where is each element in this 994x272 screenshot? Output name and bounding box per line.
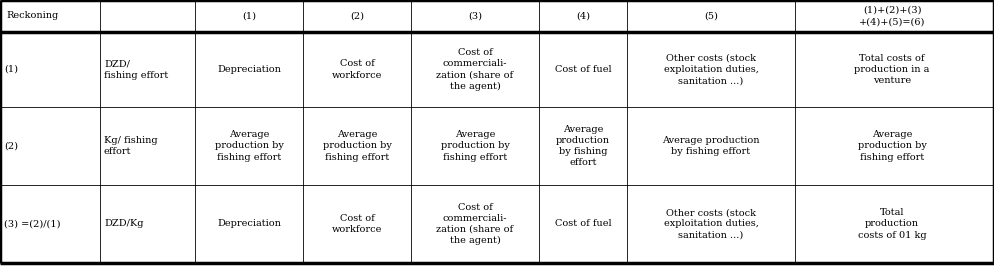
Text: (2): (2): [4, 141, 18, 150]
Text: Cost of fuel: Cost of fuel: [555, 220, 611, 228]
Text: Average production
by fishing effort: Average production by fishing effort: [662, 136, 759, 156]
Text: (1): (1): [4, 65, 18, 74]
Text: Average
production by
fishing effort: Average production by fishing effort: [440, 130, 510, 162]
Text: Average
production
by fishing
effort: Average production by fishing effort: [556, 125, 610, 167]
Text: Other costs (stock
exploitation duties,
sanitation ...): Other costs (stock exploitation duties, …: [664, 54, 758, 85]
Text: (3): (3): [468, 11, 482, 20]
Text: DZD/
fishing effort: DZD/ fishing effort: [104, 60, 168, 79]
Text: DZD/Kg: DZD/Kg: [104, 220, 143, 228]
Text: Average
production by
fishing effort: Average production by fishing effort: [323, 130, 392, 162]
Text: Cost of
workforce: Cost of workforce: [332, 214, 382, 234]
Text: Cost of
workforce: Cost of workforce: [332, 60, 382, 79]
Text: (4): (4): [576, 11, 590, 20]
Text: Cost of fuel: Cost of fuel: [555, 65, 611, 74]
Text: Kg/ fishing
effort: Kg/ fishing effort: [104, 136, 158, 156]
Text: (2): (2): [350, 11, 364, 20]
Text: Average
production by
fishing effort: Average production by fishing effort: [215, 130, 283, 162]
Text: Total
production
costs of 01 kg: Total production costs of 01 kg: [858, 208, 926, 240]
Text: Depreciation: Depreciation: [217, 220, 281, 228]
Text: Cost of
commerciali-
zation (share of
the agent): Cost of commerciali- zation (share of th…: [436, 203, 514, 245]
Text: Average
production by
fishing effort: Average production by fishing effort: [858, 130, 926, 162]
Text: Total costs of
production in a
venture: Total costs of production in a venture: [854, 54, 929, 85]
Text: (5): (5): [704, 11, 718, 20]
Text: Cost of
commerciali-
zation (share of
the agent): Cost of commerciali- zation (share of th…: [436, 48, 514, 91]
Text: Depreciation: Depreciation: [217, 65, 281, 74]
Text: (1)+(2)+(3)
+(4)+(5)=(6): (1)+(2)+(3) +(4)+(5)=(6): [859, 6, 925, 26]
Text: Reckoning: Reckoning: [6, 11, 59, 20]
Text: Other costs (stock
exploitation duties,
sanitation ...): Other costs (stock exploitation duties, …: [664, 208, 758, 240]
Text: (3) =(2)/(1): (3) =(2)/(1): [4, 220, 61, 228]
Text: (1): (1): [242, 11, 256, 20]
